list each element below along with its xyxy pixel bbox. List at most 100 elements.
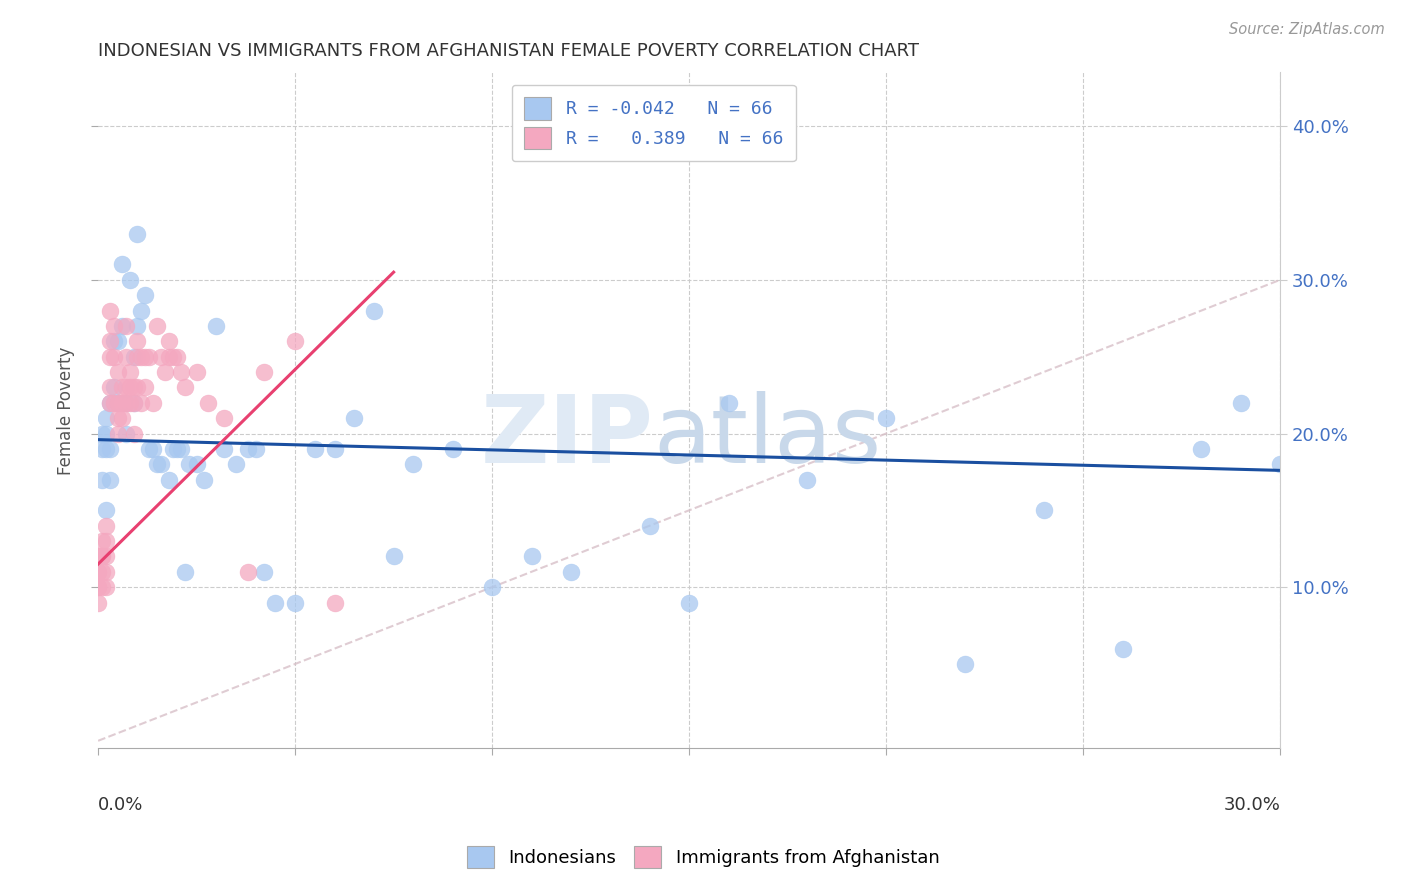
Point <box>91 442 114 456</box>
Point <box>111 411 134 425</box>
Point <box>131 303 153 318</box>
Point <box>94 534 117 549</box>
Point <box>304 442 326 456</box>
Text: atlas: atlas <box>654 392 882 483</box>
Point <box>245 442 267 456</box>
Point <box>717 396 740 410</box>
Point <box>91 473 114 487</box>
Point <box>212 442 235 456</box>
Point <box>205 318 228 333</box>
Point <box>114 318 136 333</box>
Point <box>94 411 117 425</box>
Point <box>91 549 114 564</box>
Point <box>91 426 114 441</box>
Point <box>98 396 121 410</box>
Point <box>118 380 141 394</box>
Point <box>138 350 160 364</box>
Point <box>103 318 125 333</box>
Point <box>166 442 188 456</box>
Point <box>127 334 149 349</box>
Point <box>150 350 173 364</box>
Legend: Indonesians, Immigrants from Afghanistan: Indonesians, Immigrants from Afghanistan <box>456 835 950 879</box>
Point <box>114 350 136 364</box>
Point <box>252 565 274 579</box>
Point <box>212 411 235 425</box>
Point <box>127 350 149 364</box>
Point <box>520 549 543 564</box>
Point <box>94 503 117 517</box>
Point <box>103 396 125 410</box>
Point <box>94 442 117 456</box>
Point <box>131 396 153 410</box>
Point <box>98 350 121 364</box>
Point <box>91 549 114 564</box>
Point <box>87 565 110 579</box>
Point <box>134 350 156 364</box>
Point <box>98 442 121 456</box>
Point <box>122 426 145 441</box>
Point <box>236 565 259 579</box>
Point <box>98 380 121 394</box>
Point <box>264 595 287 609</box>
Point <box>114 426 136 441</box>
Point <box>118 273 141 287</box>
Point <box>162 442 184 456</box>
Point <box>103 334 125 349</box>
Point <box>153 365 176 379</box>
Point <box>114 396 136 410</box>
Point <box>382 549 405 564</box>
Point <box>103 350 125 364</box>
Point <box>363 303 385 318</box>
Point <box>114 380 136 394</box>
Point <box>173 380 195 394</box>
Point <box>678 595 700 609</box>
Point <box>236 442 259 456</box>
Point <box>122 350 145 364</box>
Point <box>323 595 346 609</box>
Point <box>118 365 141 379</box>
Point <box>103 380 125 394</box>
Point <box>1032 503 1054 517</box>
Point <box>111 318 134 333</box>
Point <box>94 565 117 579</box>
Point <box>134 288 156 302</box>
Point <box>481 580 503 594</box>
Point <box>186 457 208 471</box>
Text: INDONESIAN VS IMMIGRANTS FROM AFGHANISTAN FEMALE POVERTY CORRELATION CHART: INDONESIAN VS IMMIGRANTS FROM AFGHANISTA… <box>98 42 920 60</box>
Point <box>87 565 110 579</box>
Point <box>146 457 169 471</box>
Point <box>560 565 582 579</box>
Text: 30.0%: 30.0% <box>1223 796 1279 814</box>
Point <box>142 442 165 456</box>
Point <box>91 534 114 549</box>
Point <box>98 334 121 349</box>
Point <box>796 473 818 487</box>
Point <box>114 396 136 410</box>
Point <box>98 473 121 487</box>
Point <box>91 565 114 579</box>
Point <box>107 365 129 379</box>
Point <box>638 518 661 533</box>
Point <box>1229 396 1251 410</box>
Point <box>142 396 165 410</box>
Point <box>323 442 346 456</box>
Point <box>94 580 117 594</box>
Point <box>107 334 129 349</box>
Point <box>162 350 184 364</box>
Point <box>107 396 129 410</box>
Point <box>157 473 180 487</box>
Point <box>875 411 897 425</box>
Point <box>138 442 160 456</box>
Point <box>111 380 134 394</box>
Point <box>1111 641 1133 656</box>
Point <box>170 442 193 456</box>
Point <box>193 473 215 487</box>
Point <box>157 350 180 364</box>
Point <box>98 303 121 318</box>
Point <box>122 396 145 410</box>
Point <box>127 318 149 333</box>
Point <box>131 350 153 364</box>
Point <box>441 442 464 456</box>
Point <box>87 580 110 594</box>
Text: Source: ZipAtlas.com: Source: ZipAtlas.com <box>1229 22 1385 37</box>
